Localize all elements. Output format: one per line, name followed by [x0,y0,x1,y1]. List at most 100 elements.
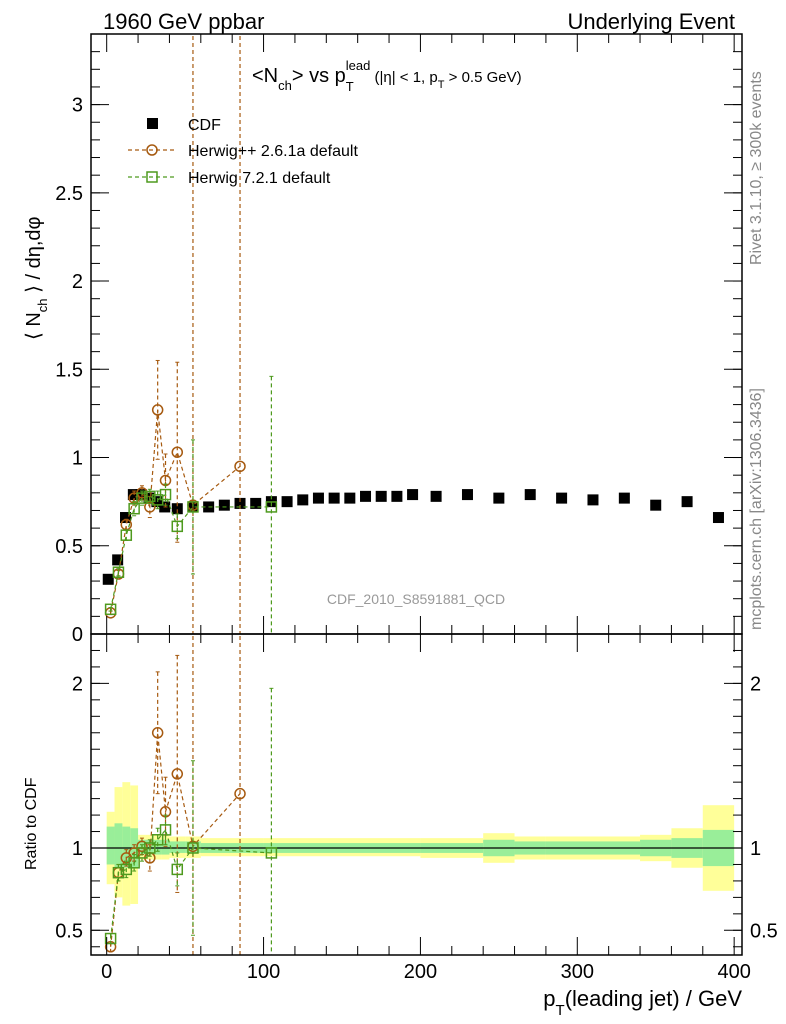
x-tick-label: 200 [404,961,437,983]
main-y-axis-label: ⟨ Nch ⟩ / dη,dφ [23,216,50,340]
x-tick-label: 300 [561,961,594,983]
point-herwig7 [120,529,133,541]
x-tick-label: 0 [101,961,112,983]
point-herwig7 [159,824,172,836]
point-herwigpp [234,787,246,800]
y-tick-label: 2 [72,271,83,293]
legend-label-cdf: CDF [188,117,221,134]
legend-marker-cdf [147,118,158,129]
watermark: CDF_2010_S8591881_QCD [327,591,505,607]
y-tick-label-right: 1 [750,838,761,860]
main-plot-area [102,34,724,634]
point-herwig7 [187,842,199,854]
main-axis-ticks: 0 0.5 1 1.5 2 2.5 3 [55,34,742,646]
y-tick-label: 0.5 [55,536,83,558]
y-tick-label: 1 [72,838,83,860]
point-cdf [650,499,662,511]
legend: CDF Herwig++ 2.6.1a default Herwig 7.2.1… [128,117,358,187]
ratio-y-axis-label: Ratio to CDF [23,777,40,870]
point-herwig7 [144,490,156,503]
point-cdf [618,492,630,504]
y-tick-label: 3 [72,95,83,117]
point-cdf [712,512,724,524]
band-inner [114,823,123,868]
point-cdf [407,489,419,501]
point-cdf [430,490,442,502]
point-cdf [360,490,372,502]
y-tick-label: 1.5 [55,359,83,381]
x-tick-label: 100 [247,961,280,983]
point-cdf [587,494,599,506]
y-tick-label: 2.5 [55,183,83,205]
point-cdf [681,496,693,508]
header-right: Underlying Event [567,9,735,34]
ratio-axis-ticks: 0.5 1 2 0.5 1 2 0 100 200 300 400 [55,634,778,983]
point-herwig7 [104,603,117,616]
main-title: <Nch> vs pTlead (|η| < 1, pT > 0.5 GeV) [252,58,522,94]
point-herwigpp [151,727,164,739]
band-inner [161,839,170,855]
point-herwig7 [136,492,148,504]
x-tick-label: 400 [717,961,750,983]
point-herwigpp [136,840,148,853]
point-herwig7 [265,501,278,513]
band-inner [153,839,162,855]
point-herwigpp [151,404,164,416]
point-cdf [524,489,536,501]
x-axis-label: pT(leading jet) / GeV [543,986,742,1019]
point-cdf [312,492,324,504]
header-left: 1960 GeV ppbar [103,9,264,34]
y-tick-label: 0.5 [55,920,83,942]
legend-marker-herwigpp [146,144,158,156]
point-herwig7 [120,863,133,876]
point-cdf [102,573,114,585]
y-tick-label: 0 [72,624,83,646]
point-herwig7 [159,488,172,501]
point-herwig7 [128,857,140,869]
point-herwigpp [171,768,184,780]
point-herwig7 [144,842,156,854]
mcplots-label: mcplots.cern.ch [arXiv:1306.3436] [748,388,765,630]
point-cdf [344,492,356,504]
y-tick-label: 2 [72,673,83,695]
ratio-plot-area [104,634,278,955]
point-cdf [250,497,262,509]
y-tick-label: 1 [72,448,83,470]
series-line [110,493,272,610]
point-cdf [281,496,293,508]
point-herwig7 [187,501,199,513]
point-cdf [297,494,309,506]
point-cdf [120,512,132,524]
point-herwig7 [112,866,125,879]
point-cdf [127,489,139,501]
point-cdf [375,490,387,502]
point-cdf [328,492,340,504]
point-herwig7 [151,834,164,846]
y-tick-label-right: 2 [750,673,761,695]
point-herwig7 [171,863,184,876]
legend-marker-herwig7 [146,171,158,183]
point-cdf [391,490,403,502]
band-inner [106,826,115,865]
band-inner [122,826,131,868]
ratio-frame [90,633,743,956]
point-cdf [461,489,473,501]
point-herwig7 [265,847,278,859]
point-herwig7 [104,932,117,945]
point-herwig7 [171,520,184,533]
legend-label-herwigpp: Herwig++ 2.6.1a default [188,143,358,160]
point-cdf [143,492,155,504]
point-cdf [151,496,163,508]
point-cdf [171,503,183,515]
point-cdf [234,497,246,509]
rivet-label: Rivet 3.1.10, ≥ 300k events [748,71,765,265]
point-cdf [112,554,124,566]
legend-label-herwig7: Herwig 7.2.1 default [188,170,331,187]
point-cdf [218,499,230,511]
point-herwig7 [128,502,140,515]
point-herwig7 [112,566,125,578]
point-cdf [556,492,568,504]
point-herwigpp [171,446,184,458]
point-herwigpp [234,460,246,473]
